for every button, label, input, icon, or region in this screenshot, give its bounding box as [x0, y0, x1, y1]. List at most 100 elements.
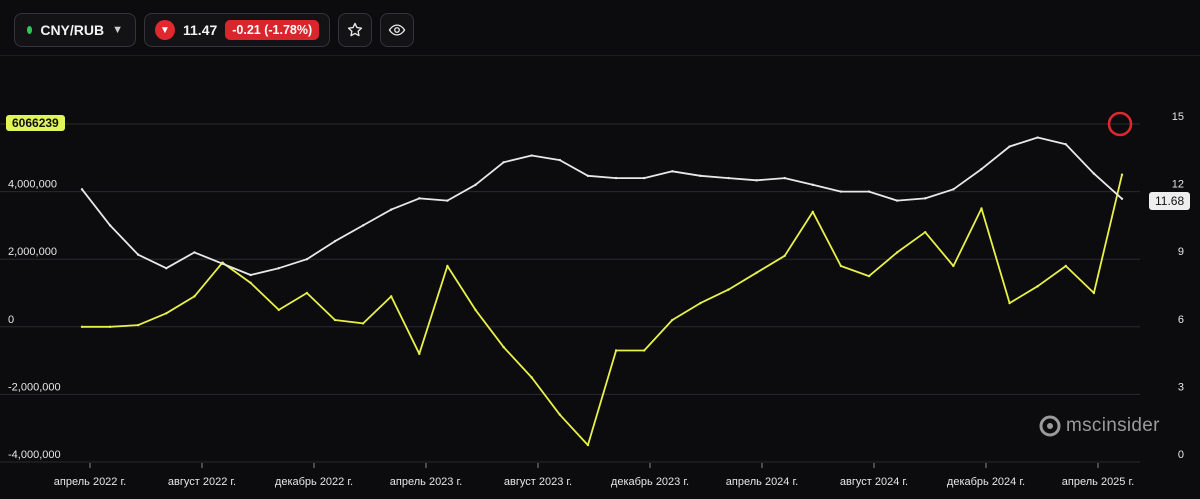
position-point	[165, 312, 168, 315]
rate-point	[502, 161, 505, 164]
watermark: mscinsider	[1038, 414, 1160, 438]
rate-point	[80, 188, 84, 191]
position-series-line	[82, 174, 1123, 447]
rate-point	[980, 167, 983, 171]
position-point	[137, 323, 140, 327]
position-point	[980, 207, 983, 210]
rate-point	[361, 224, 365, 227]
rate-point	[446, 199, 449, 202]
rate-point	[193, 251, 196, 254]
x-axis-tick-label: август 2024 г.	[840, 476, 908, 488]
position-point	[389, 295, 393, 298]
rate-point	[811, 183, 815, 187]
symbol-selector[interactable]: CNY/RUB ▼	[14, 13, 136, 47]
rate-point	[474, 183, 477, 187]
x-axis-tick-label: апрель 2025 г.	[1062, 476, 1134, 488]
right-axis-tick: 0	[1178, 449, 1184, 461]
rate-point	[783, 176, 786, 180]
favorite-button[interactable]	[338, 13, 373, 47]
left-axis-tick: -2,000,000	[8, 381, 61, 393]
position-point	[895, 251, 899, 254]
eye-icon	[388, 24, 406, 36]
position-point	[699, 301, 702, 305]
down-arrow-icon: ▼	[155, 20, 175, 40]
chevron-down-icon: ▼	[112, 24, 123, 36]
rate-point	[1064, 143, 1067, 146]
position-point	[305, 291, 309, 295]
rate-point	[530, 154, 533, 157]
rate-point	[895, 199, 899, 202]
rate-point	[558, 158, 562, 162]
rate-point	[1120, 197, 1124, 201]
position-point	[193, 295, 196, 298]
market-status-dot	[27, 26, 33, 34]
logo-icon	[1039, 415, 1061, 437]
right-axis-tick: 15	[1172, 111, 1184, 123]
toolbar-divider	[0, 55, 1200, 56]
position-point	[1036, 285, 1039, 288]
left-axis-tick: 4,000,000	[8, 179, 57, 191]
x-axis-tick-label: апрель 2023 г.	[390, 476, 462, 488]
position-point	[811, 210, 815, 214]
x-axis-tick-label: август 2022 г.	[168, 476, 236, 488]
position-point	[1120, 173, 1124, 176]
x-axis-tick-label: август 2023 г.	[504, 476, 572, 488]
rate-point	[137, 253, 140, 256]
rate-point	[727, 176, 730, 180]
rate-point	[165, 267, 168, 270]
rate-point	[867, 190, 871, 193]
x-axis-tick-label: декабрь 2023 г.	[611, 476, 689, 488]
rate-point	[389, 208, 393, 211]
rate-point	[333, 239, 337, 243]
right-axis-tick: 3	[1178, 381, 1184, 393]
position-point	[755, 271, 758, 274]
rate-point	[952, 188, 955, 191]
x-axis-tick-label: апрель 2024 г.	[726, 476, 798, 488]
position-point	[108, 325, 112, 328]
position-point	[1092, 291, 1096, 295]
position-point	[277, 308, 280, 312]
position-point	[418, 352, 421, 356]
rate-point	[1092, 172, 1096, 175]
x-axis-tick-label: апрель 2022 г.	[54, 476, 126, 488]
rate-point	[586, 174, 590, 178]
highlight-circle	[1107, 111, 1133, 137]
current-rate-badge: 11.68	[1149, 192, 1191, 210]
position-point	[727, 288, 730, 291]
left-axis-tick: 0	[8, 314, 14, 326]
visibility-button[interactable]	[380, 13, 415, 47]
star-icon	[348, 22, 363, 37]
position-point	[474, 308, 477, 312]
price-change-badge: -0.21 (-1.78%)	[225, 20, 320, 40]
position-point	[839, 264, 843, 268]
last-price: 11.47	[183, 22, 218, 38]
rate-point	[614, 176, 618, 180]
right-axis-tick: 9	[1178, 246, 1184, 258]
x-axis-tick-label: декабрь 2022 г.	[275, 476, 353, 488]
left-axis-tick: 2,000,000	[8, 246, 57, 258]
rate-point	[221, 262, 224, 265]
x-axis-tick-label: декабрь 2024 г.	[947, 476, 1025, 488]
rate-point	[671, 170, 674, 173]
position-point	[924, 230, 927, 234]
right-axis-tick: 12	[1172, 179, 1184, 191]
rate-point	[108, 224, 112, 227]
rate-point	[642, 176, 646, 180]
position-point	[614, 349, 618, 352]
position-point	[333, 318, 337, 322]
rate-point	[277, 267, 280, 270]
position-point	[502, 345, 505, 349]
position-point	[446, 264, 449, 268]
position-point	[1008, 301, 1011, 305]
position-point	[867, 274, 871, 278]
rate-point	[839, 190, 843, 193]
position-point	[558, 413, 562, 416]
position-point	[530, 376, 533, 379]
position-point	[671, 318, 674, 322]
rate-point	[1008, 145, 1011, 148]
position-point	[80, 325, 84, 328]
rate-point	[1036, 136, 1039, 139]
rate-series-line	[81, 136, 1123, 276]
rate-point	[249, 273, 252, 277]
